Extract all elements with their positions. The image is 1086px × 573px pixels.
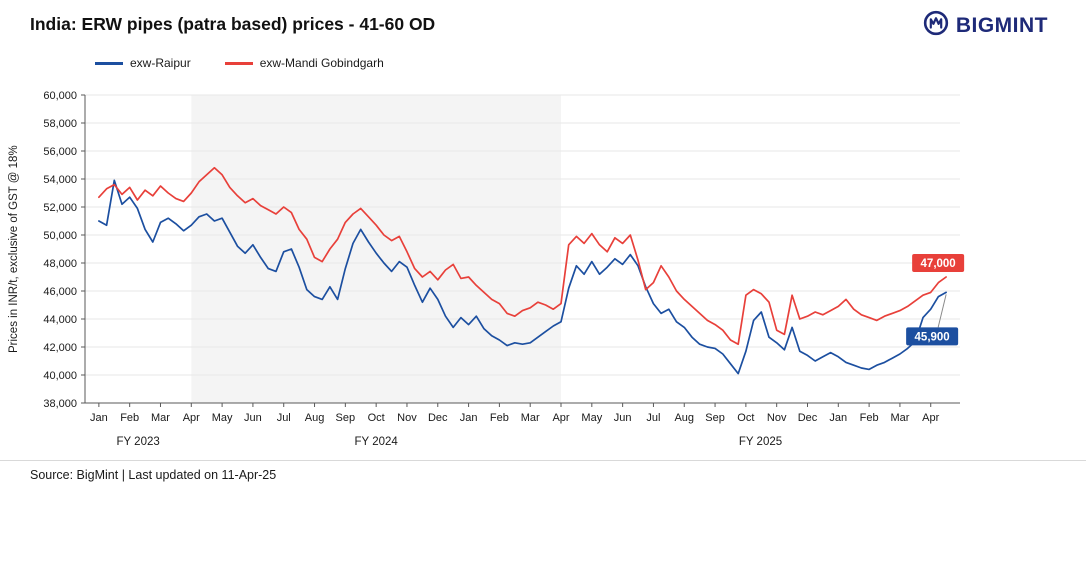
- svg-text:FY 2024: FY 2024: [355, 436, 399, 448]
- page-title: India: ERW pipes (patra based) prices - …: [30, 14, 436, 34]
- svg-text:Jun: Jun: [244, 412, 262, 424]
- svg-text:Jan: Jan: [460, 412, 478, 424]
- svg-text:Jan: Jan: [829, 412, 847, 424]
- svg-text:Feb: Feb: [490, 412, 509, 424]
- svg-text:48,000: 48,000: [43, 258, 77, 270]
- svg-text:Apr: Apr: [922, 412, 939, 424]
- svg-text:Mar: Mar: [521, 412, 540, 424]
- footer-divider: [0, 460, 1086, 461]
- svg-text:May: May: [212, 412, 233, 424]
- svg-text:Oct: Oct: [368, 412, 385, 424]
- svg-text:Jul: Jul: [646, 412, 660, 424]
- svg-text:Feb: Feb: [860, 412, 879, 424]
- svg-text:60,000: 60,000: [43, 90, 77, 102]
- svg-text:Sep: Sep: [336, 412, 356, 424]
- svg-text:May: May: [581, 412, 602, 424]
- brand-name: BIGMINT: [955, 13, 1048, 37]
- svg-text:Dec: Dec: [428, 412, 448, 424]
- svg-text:Jan: Jan: [90, 412, 108, 424]
- svg-text:Jun: Jun: [614, 412, 632, 424]
- svg-text:45,900: 45,900: [915, 331, 950, 343]
- svg-text:58,000: 58,000: [43, 118, 77, 130]
- svg-text:42,000: 42,000: [43, 342, 77, 354]
- price-line-chart: 38,000 40,000 42,000 44,000 46,000 48,000 50,0…: [43, 90, 965, 448]
- bigmint-logo: BIGMINT: [923, 10, 1048, 41]
- svg-text:Jul: Jul: [277, 412, 291, 424]
- svg-text:52,000: 52,000: [43, 202, 77, 214]
- svg-text:Nov: Nov: [767, 412, 787, 424]
- legend-label-mandi-gobindgarh: exw-Mandi Gobindgarh: [259, 56, 384, 70]
- svg-text:56,000: 56,000: [43, 146, 77, 158]
- svg-text:Dec: Dec: [798, 412, 818, 424]
- svg-text:50,000: 50,000: [43, 230, 77, 242]
- svg-text:Apr: Apr: [552, 412, 569, 424]
- bigmint-logo-icon: [923, 10, 949, 41]
- chart-legend: exw-Raipur exw-Mandi Gobindgarh: [95, 56, 384, 70]
- svg-text:44,000: 44,000: [43, 314, 77, 326]
- svg-text:Mar: Mar: [890, 412, 909, 424]
- svg-text:Nov: Nov: [397, 412, 417, 424]
- legend-swatch-raipur: [95, 61, 123, 65]
- legend-label-raipur: exw-Raipur: [130, 56, 191, 70]
- svg-text:Oct: Oct: [737, 412, 754, 424]
- svg-text:Apr: Apr: [183, 412, 200, 424]
- svg-text:Feb: Feb: [120, 412, 139, 424]
- svg-text:40,000: 40,000: [43, 370, 77, 382]
- svg-text:Sep: Sep: [705, 412, 725, 424]
- svg-text:FY 2025: FY 2025: [739, 436, 782, 448]
- svg-text:FY 2023: FY 2023: [117, 436, 160, 448]
- svg-text:47,000: 47,000: [921, 258, 956, 270]
- source-note: Source: BigMint | Last updated on 11-Apr…: [30, 468, 277, 482]
- svg-text:54,000: 54,000: [43, 174, 77, 186]
- svg-text:38,000: 38,000: [43, 398, 77, 410]
- legend-item-raipur[interactable]: exw-Raipur: [95, 56, 191, 70]
- svg-text:Mar: Mar: [151, 412, 170, 424]
- legend-swatch-mandi-gobindgarh: [224, 61, 253, 65]
- svg-text:Aug: Aug: [674, 412, 694, 424]
- legend-item-mandi-gobindgarh[interactable]: exw-Mandi Gobindgarh: [224, 56, 384, 70]
- svg-text:Aug: Aug: [305, 412, 325, 424]
- svg-text:46,000: 46,000: [43, 286, 77, 298]
